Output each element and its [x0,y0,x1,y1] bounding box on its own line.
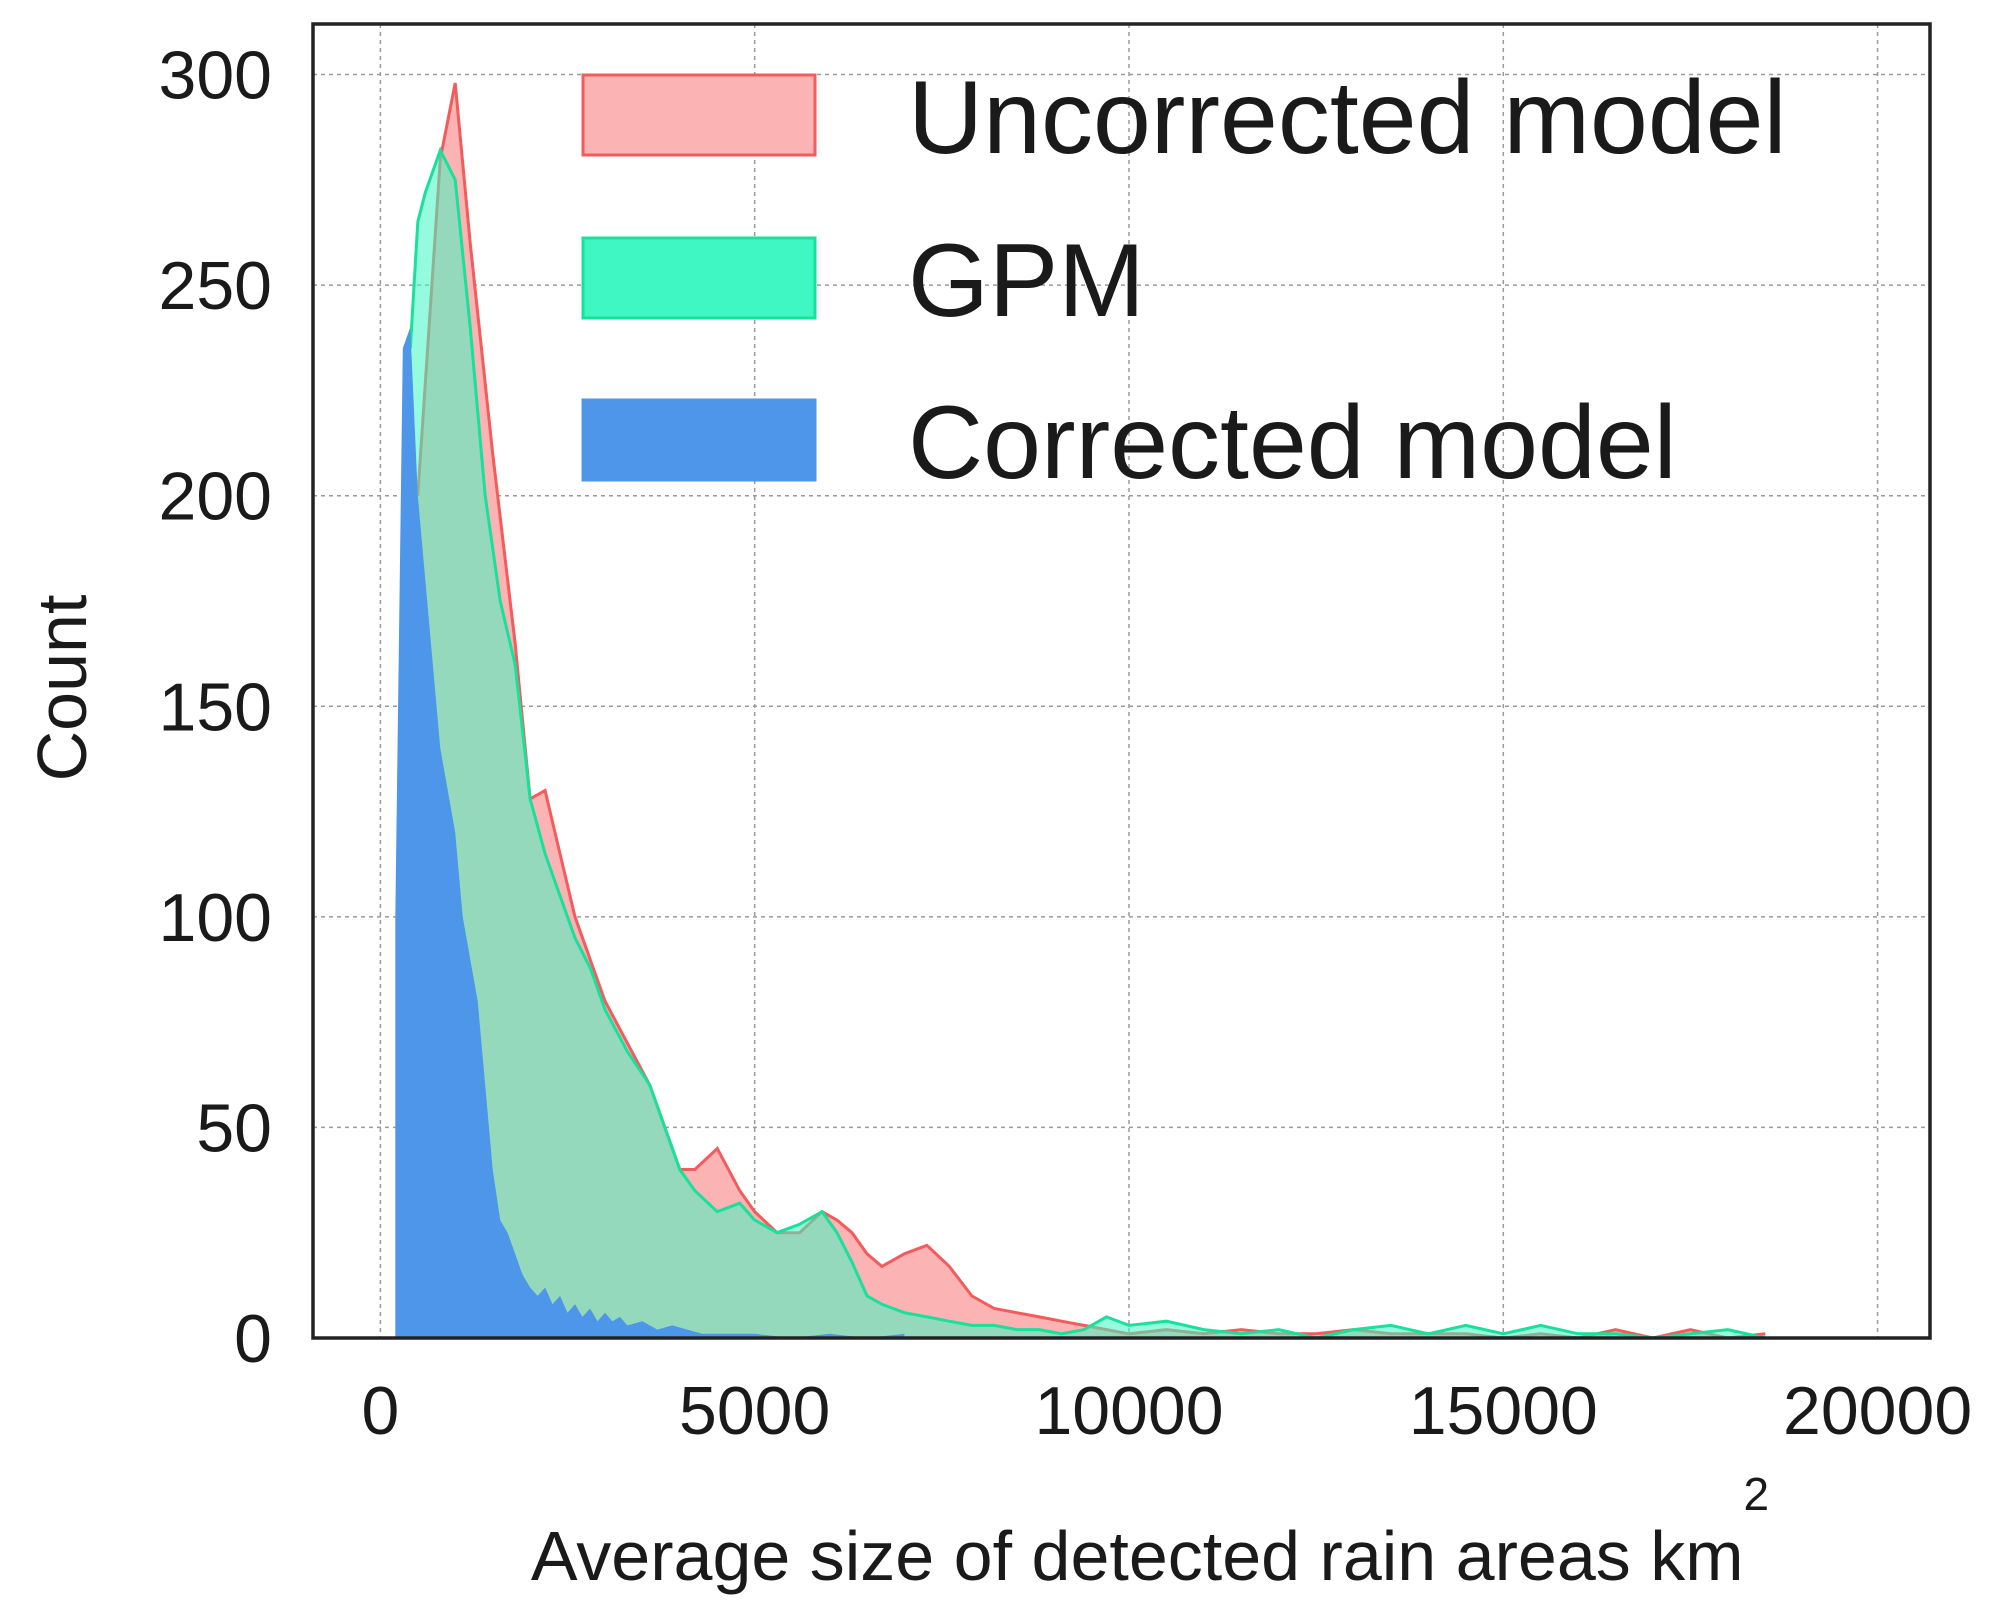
x-axis-label-text: Average size of detected rain areas km [531,1517,1744,1595]
y-tick-label: 50 [196,1090,272,1166]
legend-swatch-gpm [581,236,817,320]
y-tick-label: 250 [159,248,272,324]
y-tick-label: 0 [234,1301,272,1377]
x-tick-label: 5000 [679,1373,830,1449]
x-axis-label: Average size of detected rain areas km2 [531,1468,1769,1595]
legend-label-uncorrected-model: Uncorrected model [908,60,1787,176]
y-tick-label: 150 [159,669,272,745]
line-gpm [408,146,1766,1340]
legend: Uncorrected model GPM Corrected model [581,60,1787,501]
x-tick-label: 20000 [1783,1373,1972,1449]
y-tick-label: 300 [159,38,272,114]
y-axis-label: Count [23,595,101,782]
legend-swatch-corrected-model [581,398,817,482]
y-tick-labels: 0 50 100 150 200 250 300 [159,38,272,1377]
area-corrected-model [395,327,905,1338]
x-tick-labels: 0 5000 10000 15000 20000 [361,1373,1972,1449]
legend-label-corrected-model: Corrected model [908,385,1677,501]
legend-swatch-uncorrected-model [581,73,817,157]
legend-label-gpm: GPM [908,223,1145,339]
x-tick-label: 0 [361,1373,399,1449]
area-gpm [410,150,1766,1338]
y-tick-label: 100 [159,880,272,956]
x-tick-label: 15000 [1409,1373,1598,1449]
grid [313,24,1930,1339]
plot-frame [311,22,1932,1340]
x-axis-label-superscript: 2 [1744,1468,1770,1520]
series-areas [395,82,1766,1340]
y-tick-label: 200 [159,459,272,535]
x-tick-label: 10000 [1034,1373,1223,1449]
